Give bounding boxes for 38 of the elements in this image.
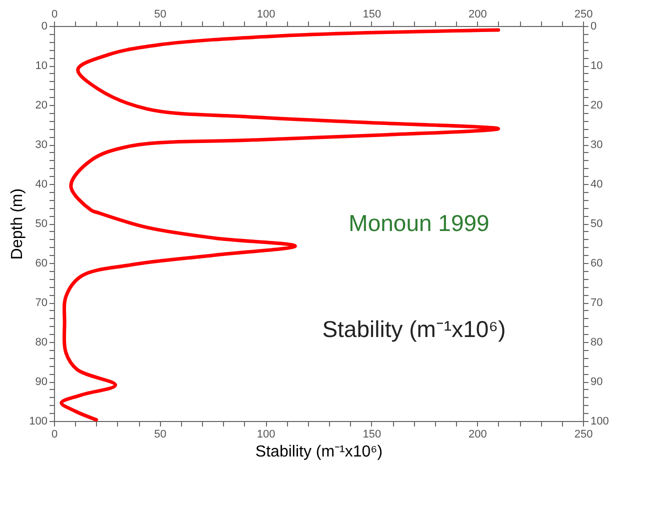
x-tick-label: 50: [154, 8, 166, 20]
x2-tick-label: 0: [51, 428, 58, 440]
y-tick-label: 10: [35, 60, 48, 72]
y2-tick-label: 80: [590, 336, 603, 348]
y2-tick-label: 40: [590, 178, 603, 190]
x-axis-title: Stability (m⁻¹x10⁶): [255, 444, 383, 460]
x2-tick-label: 100: [256, 428, 276, 440]
x2-tick-label: 150: [362, 428, 382, 440]
x2-tick-label: 200: [468, 428, 487, 440]
x-tick-label: 100: [256, 8, 276, 20]
y2-tick-label: 100: [590, 416, 609, 428]
y-tick-label: 90: [35, 376, 48, 388]
y2-tick-label: 10: [590, 60, 603, 72]
x-tick-label: 0: [51, 8, 58, 20]
y2-tick-label: 60: [590, 258, 603, 270]
y-tick-label: 100: [29, 416, 48, 428]
x-tick-label: 150: [362, 8, 382, 20]
x2-tick-label: 50: [154, 428, 166, 440]
y-axis-title: Depth (m): [9, 188, 26, 260]
annotation: Stability (m⁻¹x10⁶): [322, 316, 506, 342]
y-tick-label: 80: [35, 336, 48, 348]
y2-tick-label: 0: [590, 20, 597, 32]
y2-tick-label: 90: [590, 376, 603, 388]
x-tick-label: 250: [574, 8, 593, 20]
y-tick-label: 40: [35, 178, 48, 190]
y-tick-label: 50: [35, 218, 48, 230]
y-tick-label: 30: [35, 139, 48, 151]
y-tick-label: 20: [35, 100, 48, 112]
annotation: Monoun 1999: [348, 210, 490, 236]
x-tick-label: 200: [468, 8, 487, 20]
y2-tick-label: 70: [590, 297, 603, 309]
y2-tick-label: 20: [590, 100, 603, 112]
y-tick-label: 60: [35, 258, 48, 270]
y-tick-label: 70: [35, 297, 48, 309]
x2-tick-label: 250: [574, 428, 593, 440]
y2-tick-label: 50: [590, 218, 603, 230]
y-tick-label: 0: [41, 20, 48, 32]
y2-tick-label: 30: [590, 139, 603, 151]
